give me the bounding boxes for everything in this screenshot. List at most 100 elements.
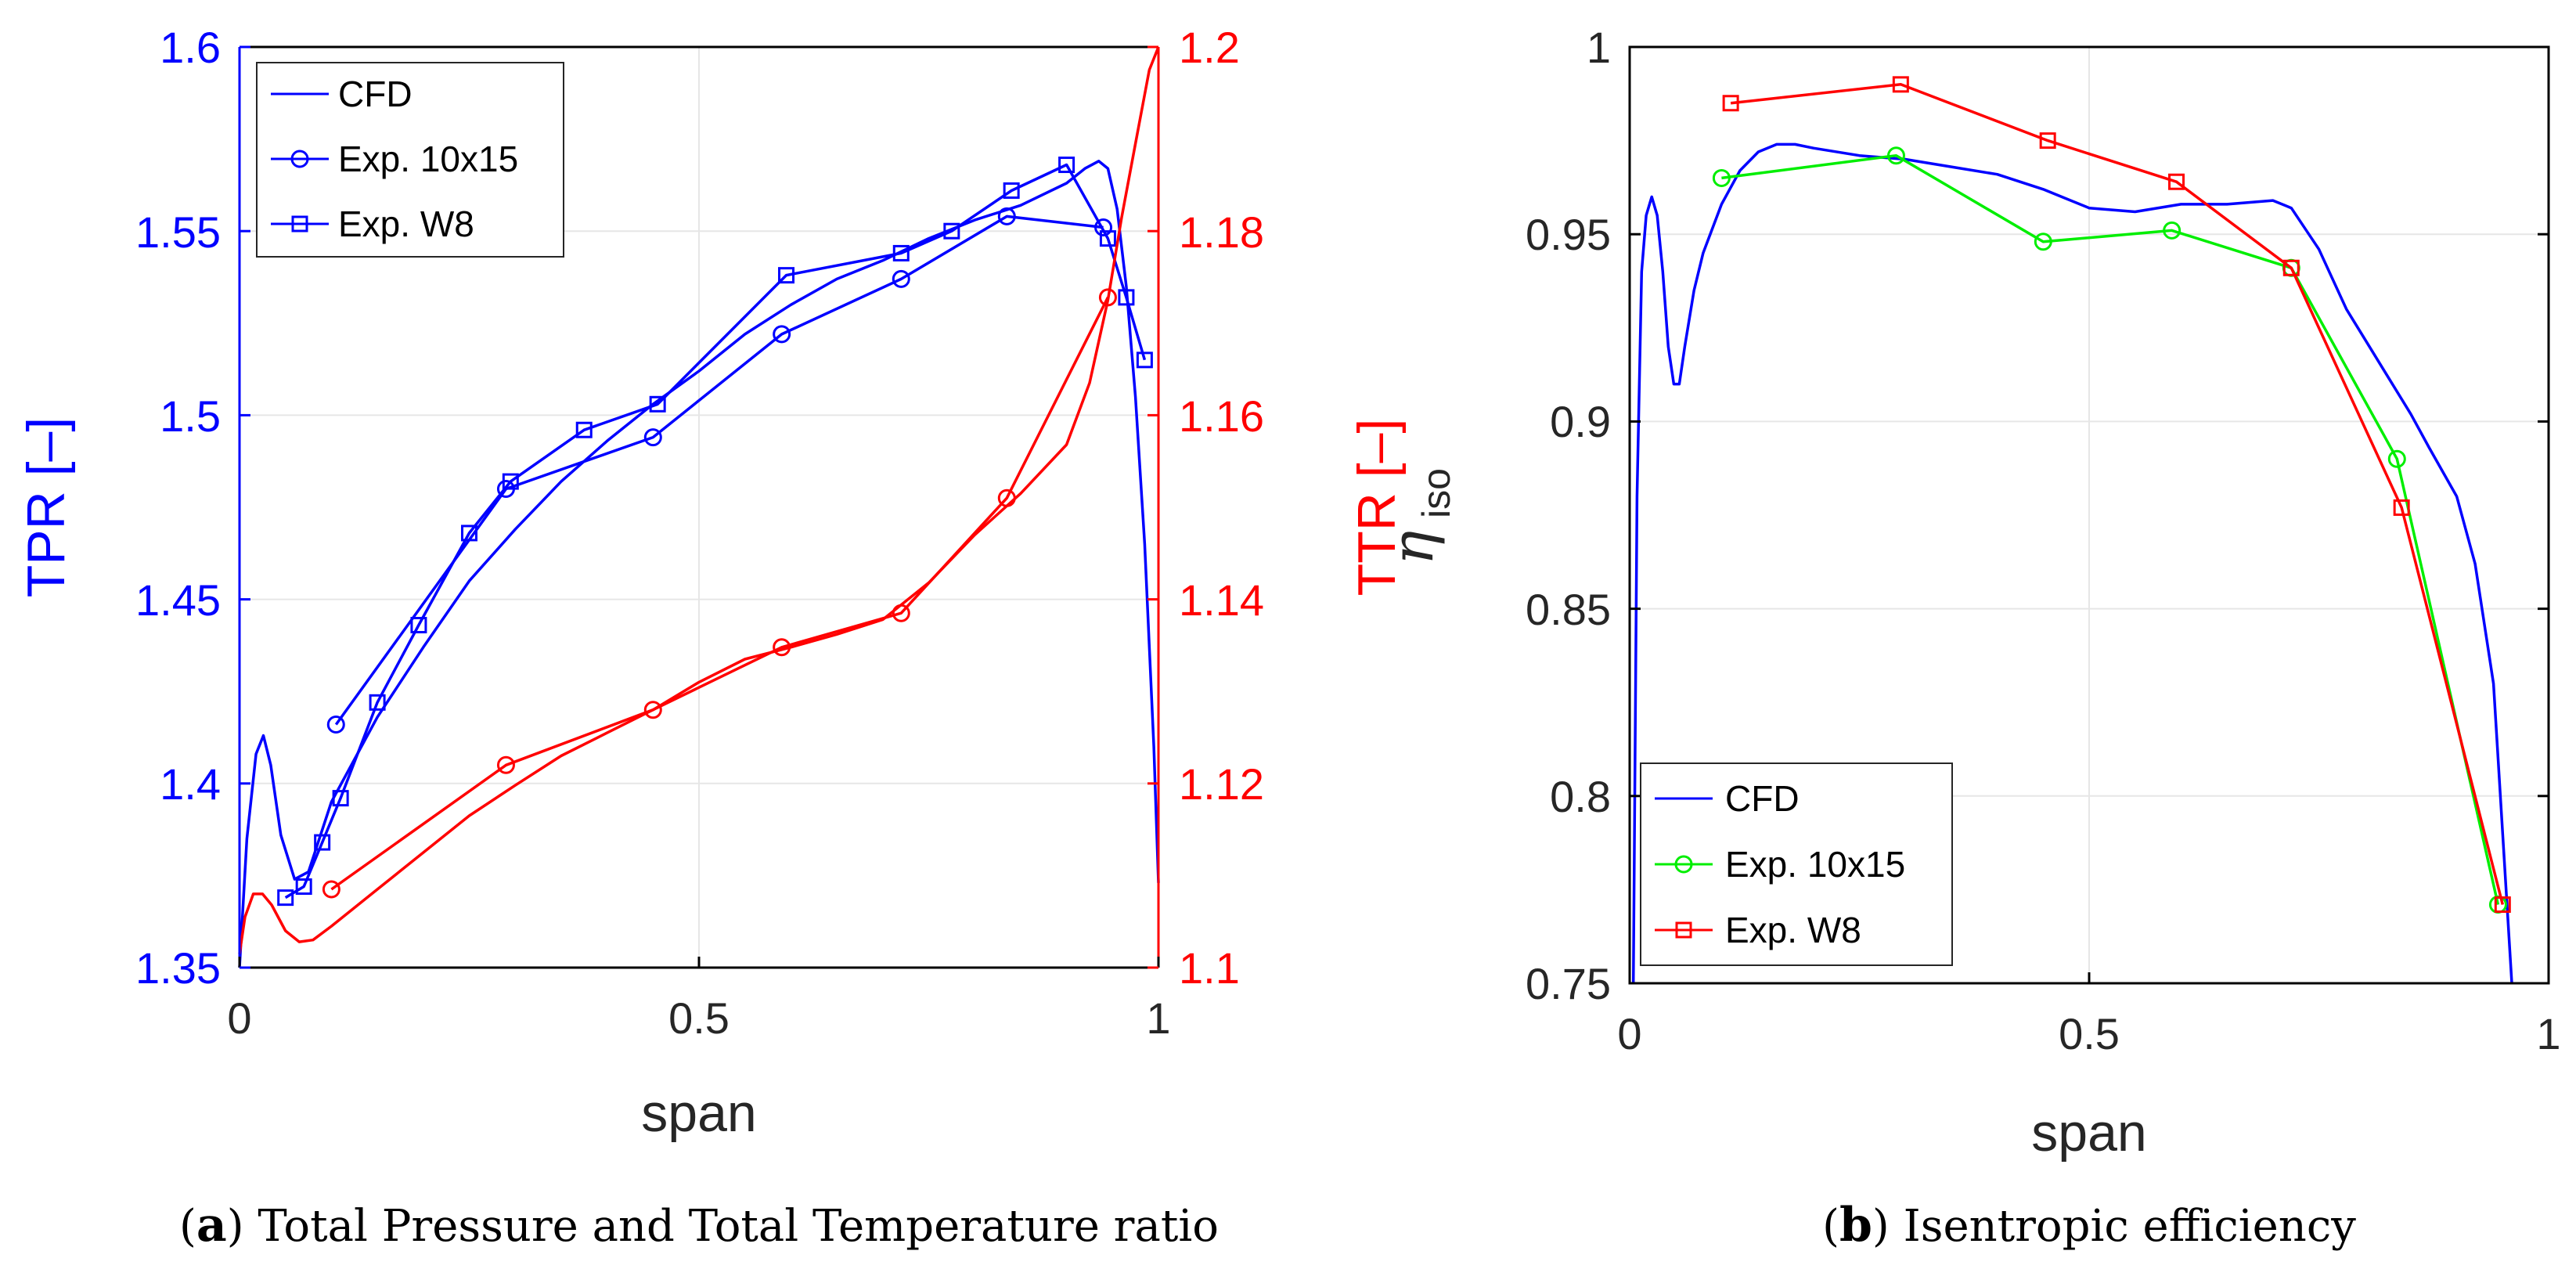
series-exp-w8-point (314, 834, 331, 851)
legend-label-exp-w8: Exp. W8 (1725, 910, 1861, 950)
caption-b-tag: b (1839, 1198, 1872, 1253)
x-tick-label: 0 (227, 993, 251, 1043)
series-exp-10x15-point (773, 325, 791, 344)
y-left-tick-label: 1.6 (160, 23, 221, 72)
series-exp-w8-point (1118, 289, 1135, 306)
y-tick-label: 0.8 (1550, 772, 1611, 821)
series-exp-w8-point (332, 790, 349, 807)
y-tick-labels-b: 0.75 0.8 0.85 0.9 0.95 1 (1526, 23, 1611, 1008)
y-axis-label-subscript: iso (1414, 468, 1458, 518)
y-axis-label-b: η iso (1379, 468, 1458, 565)
x-tick-label: 0 (1617, 1009, 1641, 1058)
legend-marker-circle (1674, 855, 1693, 874)
series-exp-w8-point (778, 267, 795, 284)
legend-marker-circle (290, 150, 309, 168)
series-exp-10x15-ttr-line (330, 297, 1109, 891)
caption-b-paren-open: ( (1822, 1201, 1839, 1252)
legend-marker-square (1675, 921, 1692, 939)
series-exp-10x15-line (1721, 153, 2500, 905)
series-exp-w8-point (277, 889, 294, 907)
series-exp-10x15-point (1094, 218, 1113, 236)
legend-b: CFD Exp. 10x15 Exp. W8 (1640, 762, 1953, 966)
y-right-tick-label: 1.18 (1179, 207, 1264, 257)
y-tick-label: 0.75 (1526, 959, 1611, 1008)
x-tick-labels-a: 0 0.5 1 (227, 993, 1170, 1043)
series-exp-w8-point (295, 878, 312, 896)
legend-label-exp-10x15: Exp. 10x15 (338, 139, 518, 179)
series-exp-10x15-ttr-point (1098, 288, 1117, 307)
series-exp-10x15-point (2163, 221, 2181, 240)
series-group-b (1631, 76, 2513, 984)
series-exp-10x15-ttr-point (892, 604, 910, 622)
series-exp-w8-point (410, 617, 427, 634)
legend-label-cfd: CFD (1725, 778, 1800, 819)
series-exp-w8-point (943, 222, 960, 240)
caption-a: (a) Total Pressure and Total Temperature… (179, 1198, 1219, 1253)
series-group-a (238, 46, 1160, 968)
series-exp-w8-point (1058, 157, 1075, 174)
series-exp-w8-point (649, 395, 666, 413)
x-tick-label: 0.5 (668, 993, 730, 1043)
x-tick-label: 1 (1146, 993, 1170, 1043)
y-tick-label: 0.85 (1526, 585, 1611, 634)
caption-b: (b) Isentropic efficiency (1822, 1198, 2356, 1253)
legend-a: CFD Exp. 10x15 Exp. W8 (256, 62, 564, 258)
series-exp-10x15-ttr-point (322, 880, 340, 899)
x-tick-label: 0.5 (2059, 1009, 2120, 1058)
series-exp-w8-point (1722, 95, 1739, 112)
legend-marker-square (291, 215, 308, 233)
y-right-tick-label: 1.12 (1179, 759, 1264, 809)
x-axis-label-b: span (2031, 1103, 2146, 1163)
y-axis-label-eta: η (1379, 531, 1447, 565)
chart-panel-b: 0 0.5 1 0.75 0.8 0.85 0.9 0.95 1 span η … (1379, 23, 2561, 1163)
caption-b-text: Isentropic efficiency (1904, 1201, 2357, 1252)
ticks-a (238, 45, 1160, 969)
y-tick-label: 1 (1587, 23, 1611, 72)
series-exp-10x15-point (1712, 168, 1731, 187)
y-left-tick-label: 1.55 (135, 207, 221, 257)
series-exp-w8-point (2282, 259, 2300, 276)
series-exp-w8-point (2168, 173, 2185, 190)
series-exp-w8-point (2393, 499, 2410, 516)
series-exp-w8-point (892, 244, 910, 261)
legend-label-exp-10x15: Exp. 10x15 (1725, 844, 1905, 885)
series-cfd-line (238, 160, 1160, 968)
x-tick-labels-b: 0 0.5 1 (1617, 1009, 2560, 1058)
y-right-axis-label-a: TTR [–] (1347, 419, 1407, 597)
caption-b-paren-close: ) (1872, 1201, 1904, 1252)
series-exp-w8-point (1892, 76, 1909, 93)
series-exp-w8-point (575, 421, 593, 438)
x-axis-label-a: span (641, 1083, 756, 1143)
y-right-tick-label: 1.1 (1179, 943, 1240, 993)
series-exp-10x15-ttr-point (997, 488, 1016, 507)
series-exp-w8-point (2494, 896, 2511, 914)
series-exp-10x15-ttr-point (773, 638, 791, 657)
y-tick-label: 0.95 (1526, 210, 1611, 259)
series-exp-w8-point (461, 525, 477, 542)
series-exp-10x15-point (1886, 146, 1905, 165)
series-exp-10x15-ttr-point (496, 755, 515, 774)
y-right-tick-labels-a: 1.1 1.12 1.14 1.16 1.18 1.2 (1179, 23, 1264, 993)
ticks-b (1628, 45, 2550, 985)
series-exp-10x15-point (2387, 449, 2406, 468)
caption-a-paren-open: ( (179, 1201, 196, 1252)
chart-panel-a: 0 0.5 1 1.35 1.4 1.45 1.5 1.55 1.6 1.1 1… (16, 23, 1407, 1143)
y-left-tick-label: 1.35 (135, 943, 221, 993)
series-exp-10x15-point (997, 207, 1016, 225)
series-exp-w8-line (1730, 83, 2504, 905)
caption-a-paren-close: ) (227, 1201, 258, 1252)
y-right-tick-label: 1.16 (1179, 391, 1264, 441)
series-exp-w8-point (1003, 182, 1020, 199)
series-exp-w8-point (369, 694, 386, 711)
caption-a-text: Total Pressure and Total Temperature rat… (258, 1201, 1219, 1252)
y-tick-label: 0.9 (1550, 397, 1611, 446)
y-right-tick-label: 1.2 (1179, 23, 1240, 72)
series-exp-10x15-ttr-point (643, 701, 662, 719)
series-exp-w8-point (2039, 132, 2056, 150)
legend-label-exp-w8: Exp. W8 (338, 204, 474, 244)
legend-label-cfd: CFD (338, 74, 413, 114)
series-exp-w8-point (1136, 351, 1153, 369)
y-left-tick-labels-a: 1.35 1.4 1.45 1.5 1.55 1.6 (135, 23, 221, 993)
series-exp-w8-point (502, 473, 519, 490)
